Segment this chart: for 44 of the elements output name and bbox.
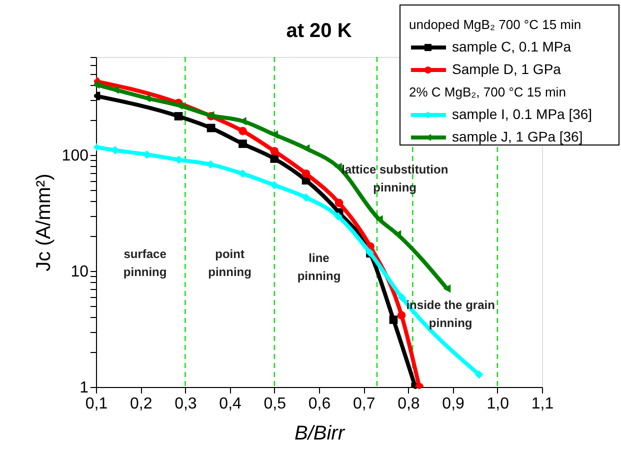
point: [443, 284, 451, 293]
point: [398, 293, 406, 302]
point: [302, 193, 310, 202]
x-tick-label: 0,9: [442, 396, 465, 412]
y-axis-title: Jc (A/mm²): [32, 174, 55, 272]
point: [474, 370, 484, 379]
point: [270, 180, 279, 190]
legend-label: sample C, 0.1 MPa: [452, 38, 572, 54]
x-tick-label: 0,2: [130, 396, 152, 412]
point: [270, 146, 279, 156]
x-tick-label: 0,7: [352, 396, 376, 412]
y-tick-label: 100: [62, 148, 89, 165]
x-tick-label: 0,4: [219, 396, 242, 412]
legend-label: sample I, 0.1 MPa [36]: [452, 106, 592, 122]
legend-label: sample J, 1 GPa [36]: [452, 128, 583, 144]
point: [302, 170, 310, 178]
legend-label: Sample D, 1 GPa: [452, 61, 562, 77]
point: [238, 140, 247, 148]
point: [174, 112, 183, 120]
point: [334, 212, 342, 221]
point: [206, 124, 216, 132]
x-tick-label: 1,0: [486, 396, 510, 412]
annotation: line pinning: [297, 250, 341, 283]
x-axis-title: B/Birr: [294, 422, 346, 444]
x-tick-label: 0,6: [308, 396, 331, 412]
x-tick-label: 0,8: [398, 396, 420, 412]
text: undoped MgB₂ 700 °C 15 min: [409, 17, 582, 32]
point: [397, 311, 406, 320]
y-tick-label: 1: [80, 380, 89, 396]
annotation: lattice substitution pinning: [341, 162, 448, 195]
x-tick-label: 0,5: [264, 396, 286, 412]
point: [270, 154, 279, 163]
annotation: surface pinning: [123, 247, 167, 280]
x-tick-label: 0,1: [85, 396, 108, 412]
annotation: point pinning: [208, 247, 252, 280]
x-tick-label: 1,1: [531, 396, 554, 412]
x-tick-label: 0,3: [174, 396, 197, 412]
y-tick-label: 10: [70, 264, 89, 281]
point: [389, 316, 398, 324]
chart-title: at 20 K: [286, 20, 352, 42]
point: [238, 170, 247, 178]
point: [334, 198, 344, 208]
annotation: 2% C MgB₂, 700 °C 15 min: [409, 84, 566, 100]
point: [238, 126, 247, 136]
